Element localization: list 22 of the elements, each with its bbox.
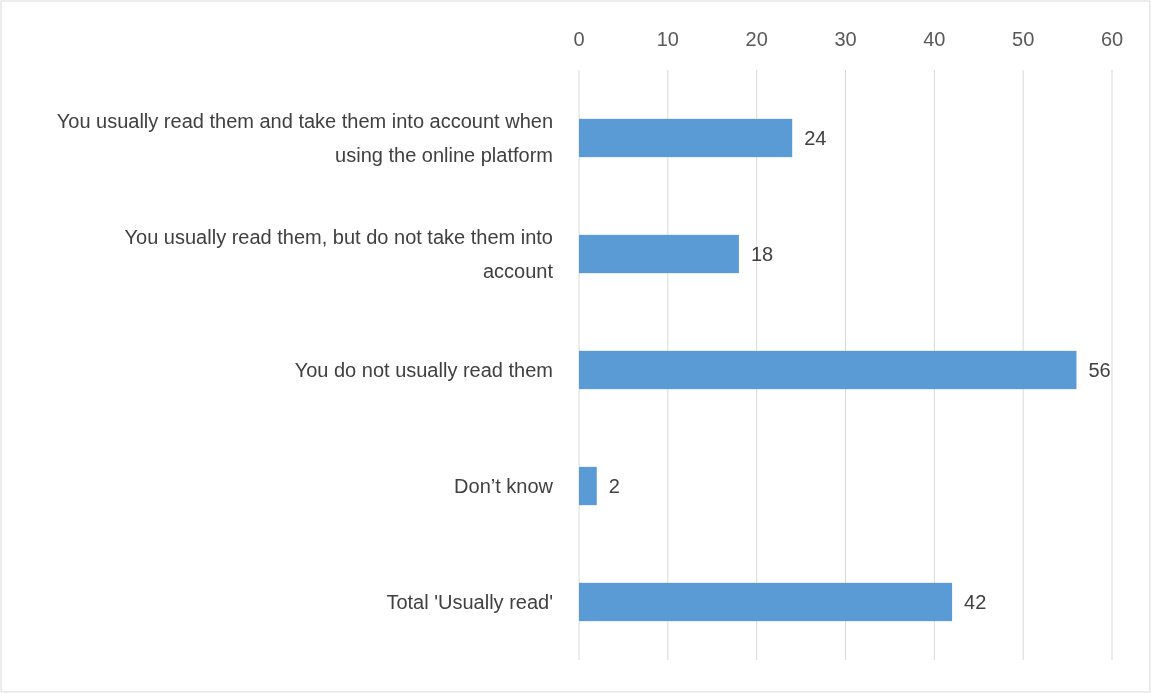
bar (579, 234, 739, 274)
y-tick-label: Don’t know (454, 475, 554, 497)
data-label: 2 (608, 475, 620, 497)
bar (579, 350, 1077, 390)
x-tick-label: 60 (1100, 28, 1124, 50)
x-tick-label: 40 (923, 28, 946, 50)
x-tick-label: 10 (656, 28, 679, 50)
x-tick-label: 30 (834, 28, 857, 50)
bar (579, 466, 597, 506)
y-tick-label: You usually read them, but do not take them into account (124, 226, 554, 282)
bar (579, 118, 793, 158)
x-tick-label: 50 (1012, 28, 1035, 50)
y-tick-label: Total 'Usually read' (386, 591, 553, 613)
bar (579, 582, 953, 622)
data-label: 42 (964, 591, 987, 613)
data-label: 24 (804, 127, 827, 149)
x-tick-label: 20 (745, 28, 768, 50)
y-tick-label: You usually read them and take them into account when using the online platform (56, 110, 553, 166)
x-tick-label: 0 (573, 28, 585, 50)
data-label: 18 (750, 243, 774, 265)
y-tick-label: You do not usually read them (294, 359, 553, 381)
data-label: 56 (1088, 359, 1111, 381)
